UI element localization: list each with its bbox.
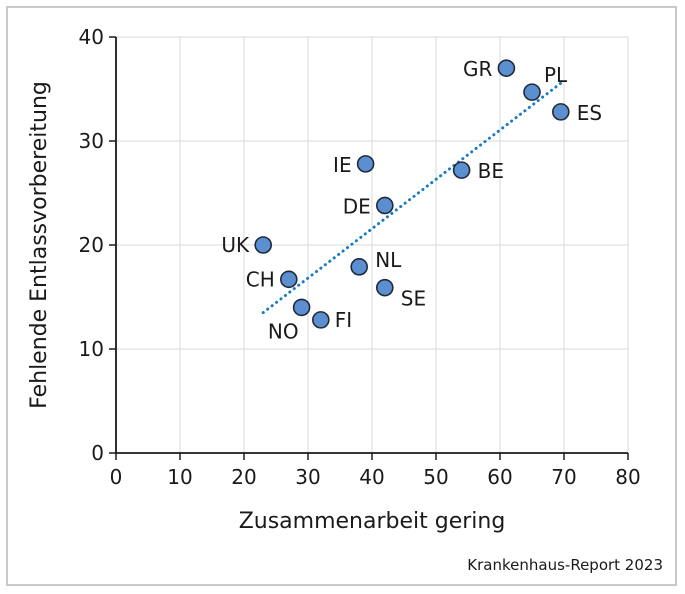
- x-axis-label: Zusammenarbeit gering: [239, 509, 506, 534]
- point-no: [292, 298, 311, 317]
- x-tick-label: 0: [110, 465, 123, 489]
- grid: [116, 36, 629, 453]
- point-label-nl: NL: [375, 248, 402, 272]
- y-tick-label: 10: [79, 337, 104, 361]
- point-de: [375, 196, 394, 215]
- point-label-ie: IE: [333, 153, 352, 177]
- trendline-layer: [261, 79, 566, 315]
- point-label-fi: FI: [335, 308, 352, 332]
- chart-frame: [6, 6, 677, 586]
- point-label-uk: UK: [221, 233, 250, 257]
- point-label-se: SE: [401, 287, 426, 311]
- point-label-de: DE: [343, 194, 371, 218]
- point-label-pl: PL: [544, 63, 568, 87]
- point-ie: [356, 155, 375, 173]
- x-tick-label: 30: [295, 465, 320, 489]
- y-tick-label: 20: [79, 233, 104, 257]
- x-tick-label: 70: [551, 465, 576, 489]
- point-es: [551, 103, 570, 121]
- point-labels-layer: GR PL ES IE BE DE UK NL CH SE NO FI: [221, 57, 602, 343]
- y-tick-label: 0: [91, 441, 104, 465]
- x-tick-label: 60: [487, 465, 512, 489]
- point-fi: [311, 311, 330, 329]
- x-tick-label: 10: [167, 465, 192, 489]
- x-tick-label: 50: [423, 465, 448, 489]
- tick-labels: 0 10 20 30 40 50 60 70 80 0 10 20 30 40: [79, 25, 641, 489]
- point-ch: [279, 270, 298, 289]
- y-tick-label: 30: [79, 129, 104, 153]
- point-label-gr: GR: [463, 57, 492, 81]
- x-tick-label: 20: [231, 465, 256, 489]
- x-tick-label: 40: [359, 465, 384, 489]
- point-se: [375, 278, 394, 297]
- point-gr: [497, 59, 516, 77]
- point-uk: [254, 236, 273, 254]
- points-layer: [254, 59, 570, 329]
- y-tick-label: 40: [79, 25, 104, 49]
- point-pl: [523, 83, 541, 101]
- point-label-ch: CH: [246, 267, 275, 291]
- point-label-no: NO: [268, 319, 299, 343]
- point-be: [452, 161, 471, 179]
- point-nl: [350, 258, 369, 276]
- axes: [109, 36, 629, 460]
- point-label-be: BE: [478, 159, 504, 183]
- y-axis-label: Fehlende Entlassvorbereitung: [27, 81, 52, 409]
- source-note: Krankenhaus-Report 2023: [467, 556, 663, 574]
- x-tick-label: 80: [615, 465, 640, 489]
- trendline: [261, 79, 566, 315]
- point-label-es: ES: [577, 101, 602, 125]
